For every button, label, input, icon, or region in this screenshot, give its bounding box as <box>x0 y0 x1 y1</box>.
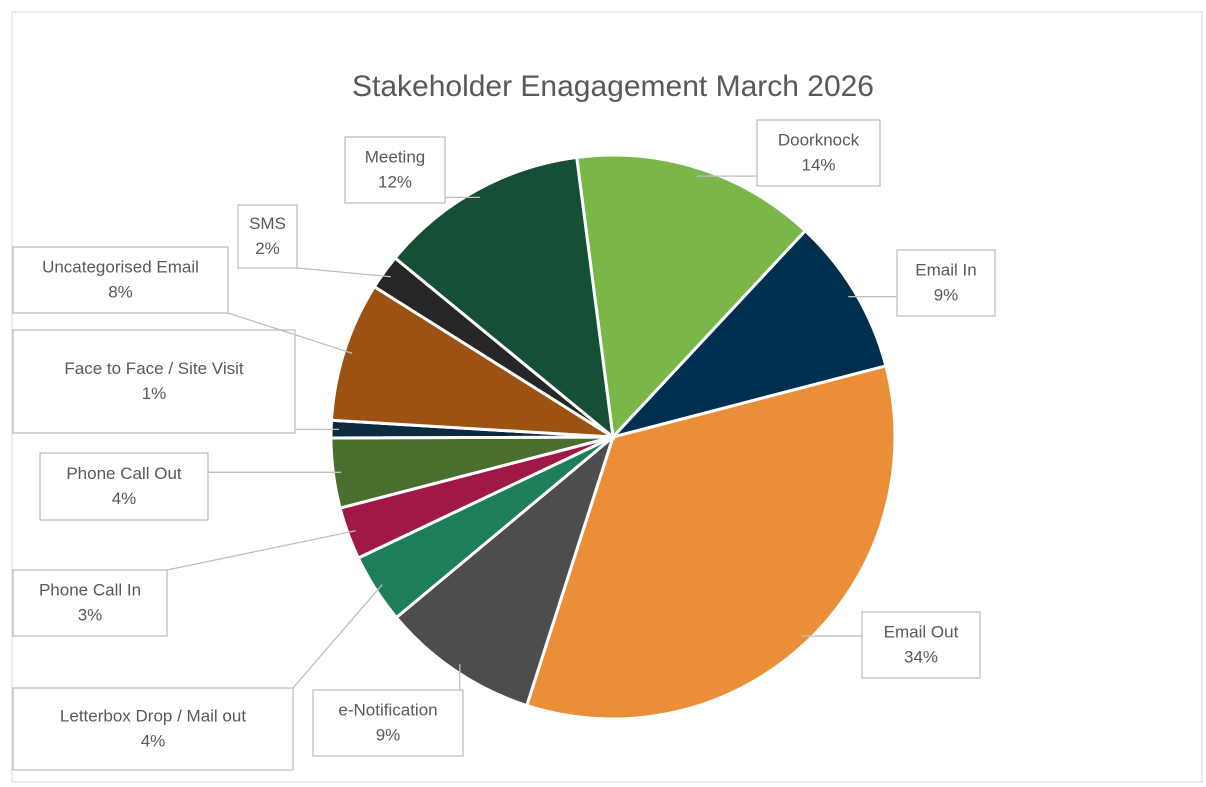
label-box <box>344 136 446 204</box>
data-label-name: Meeting <box>365 147 425 166</box>
data-label-value: 4% <box>141 731 166 750</box>
label-box <box>861 611 981 679</box>
data-label-value: 14% <box>801 155 835 174</box>
data-label-value: 3% <box>78 605 103 624</box>
data-label-name: SMS <box>249 214 286 233</box>
data-label-value: 8% <box>108 282 133 301</box>
data-label-name: Doorknock <box>778 130 860 149</box>
data-label-name: Email Out <box>884 622 959 641</box>
label-box <box>312 689 464 757</box>
pie-slice <box>524 364 897 721</box>
leader-line <box>166 530 356 571</box>
label-box <box>12 246 229 314</box>
data-label-name: Uncategorised Email <box>42 257 199 276</box>
leader-line <box>292 584 383 689</box>
data-label-value: 12% <box>378 172 412 191</box>
pie-slice <box>574 153 808 441</box>
data-label-name: Phone Call In <box>39 580 141 599</box>
label-box <box>12 569 168 637</box>
data-label-name: Phone Call Out <box>66 464 182 483</box>
data-label-value: 4% <box>112 489 137 508</box>
label-box <box>756 119 881 187</box>
data-label-value: 2% <box>255 239 280 258</box>
label-box <box>237 204 298 269</box>
label-box <box>12 687 294 771</box>
data-label-value: 9% <box>376 725 401 744</box>
label-box <box>12 329 296 434</box>
data-label-name: Letterbox Drop / Mail out <box>60 706 246 725</box>
data-label-value: 9% <box>934 285 959 304</box>
leader-line <box>296 267 391 278</box>
label-box <box>39 452 209 521</box>
data-label-value: 34% <box>904 647 938 666</box>
label-box <box>896 249 996 317</box>
leader-line <box>227 312 353 354</box>
pie-slice <box>394 432 617 708</box>
chart-title: Stakeholder Enagagement March 2026 <box>352 70 874 103</box>
pie-slice <box>392 155 615 441</box>
data-label-name: Email In <box>915 260 976 279</box>
data-label-name: Face to Face / Site Visit <box>64 359 243 378</box>
pie-slice <box>608 228 888 440</box>
data-label-value: 1% <box>142 384 167 403</box>
data-label-name: e-Notification <box>338 700 437 719</box>
